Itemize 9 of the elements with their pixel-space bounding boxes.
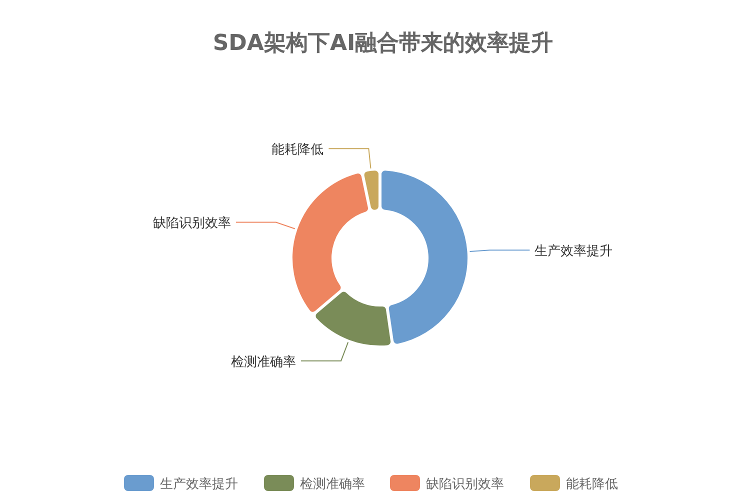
- slice-label: 生产效率提升: [534, 243, 613, 260]
- chart-title: SDA架构下AI融合带来的效率提升: [212, 30, 554, 56]
- slice-label: 能耗降低: [272, 142, 324, 158]
- legend-label: 生产效率提升: [160, 476, 238, 492]
- slice-label: 检测准确率: [231, 354, 296, 370]
- legend-label: 能耗降低: [566, 477, 618, 492]
- slice-label: 缺陷识别效率: [152, 215, 231, 232]
- legend-label: 检测准确率: [300, 476, 365, 492]
- legend-label: 缺陷识别效率: [426, 476, 504, 492]
